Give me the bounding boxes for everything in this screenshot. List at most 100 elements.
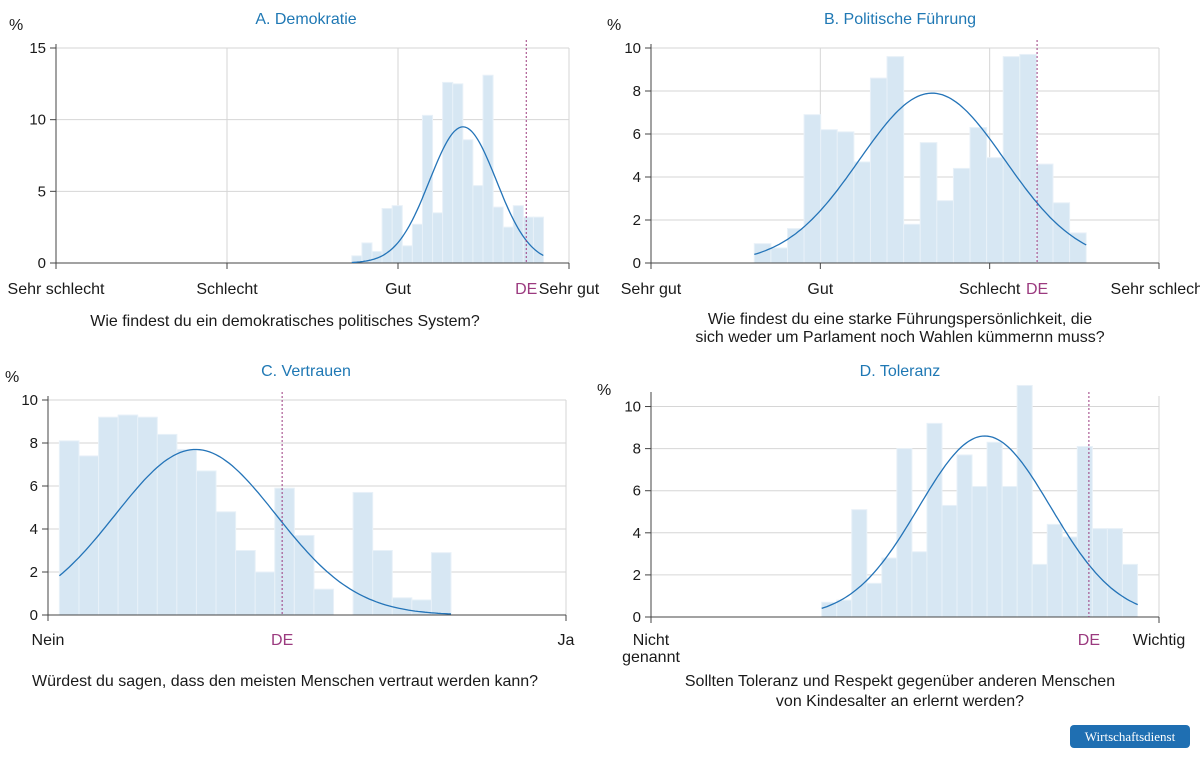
x-tick-label: Sehr gut xyxy=(539,281,600,298)
histogram-bar xyxy=(869,77,888,264)
histogram-bar xyxy=(836,599,853,618)
histogram-bar xyxy=(911,551,928,618)
histogram-bar xyxy=(866,582,883,618)
histogram-bar xyxy=(971,486,988,618)
x-tick-label: Ja xyxy=(558,632,575,649)
y-tick-label: 2 xyxy=(633,212,641,229)
chart-title: D. Toleranz xyxy=(860,363,941,380)
histogram-bar xyxy=(853,161,871,264)
histogram-bar xyxy=(886,56,905,264)
panel-a: 0 5 10 15 Sehr schlecht Schlecht Gut Sehr gutDE… xyxy=(8,11,600,330)
histogram-bar xyxy=(1106,528,1123,618)
histogram-bar xyxy=(254,571,276,616)
histogram-bar xyxy=(986,157,1004,264)
de-label: DE xyxy=(1026,281,1048,298)
histogram-bar xyxy=(235,550,256,616)
histogram-bar xyxy=(401,245,413,264)
normal-curve xyxy=(351,126,544,264)
x-tick-label: Sehr schlecht xyxy=(8,281,105,298)
histogram-bar xyxy=(926,422,943,618)
histogram-bar xyxy=(1035,163,1054,264)
x-tick-label: Schlecht xyxy=(196,281,258,298)
panel-c: 0 2 4 6 8 10 Nein Ja DE C. Vertrauen% Würdest du s… xyxy=(5,363,575,690)
histogram-bar xyxy=(98,416,119,616)
histogram-bar xyxy=(952,167,971,264)
histogram-bar xyxy=(532,216,545,264)
y-tick-label: 4 xyxy=(633,169,641,186)
histogram-bar xyxy=(421,114,434,264)
y-tick-label: 10 xyxy=(624,399,641,416)
y-tick-label: 10 xyxy=(29,112,46,129)
histogram-bar xyxy=(391,597,413,616)
histogram-bar xyxy=(1091,528,1108,618)
x-tick-label: Schlecht xyxy=(959,281,1021,298)
histogram-bar xyxy=(176,448,197,616)
y-unit-label: % xyxy=(607,17,621,34)
histogram-bar xyxy=(58,440,80,616)
x-tick-label: Nicht xyxy=(633,632,670,649)
y-tick-label: 2 xyxy=(633,567,641,584)
histogram-bar xyxy=(432,212,444,264)
de-label: DE xyxy=(1078,632,1100,649)
normal-curve xyxy=(821,435,1138,610)
histogram-bar xyxy=(156,433,178,616)
histogram-bar xyxy=(1069,232,1087,264)
histogram-bar xyxy=(430,552,452,616)
chart-title: C. Vertrauen xyxy=(261,363,351,380)
question-text: sich weder um Parlament noch Wahlen kümm… xyxy=(695,329,1104,346)
histogram-bar xyxy=(836,131,855,264)
y-unit-label: % xyxy=(5,369,19,386)
histogram-bar xyxy=(1076,446,1093,618)
histogram-bar xyxy=(770,247,788,264)
histogram-bar xyxy=(881,557,898,618)
histogram-bar xyxy=(1031,563,1048,618)
histogram-bar xyxy=(1016,384,1033,618)
normal-curve xyxy=(754,92,1087,256)
x-tick-label: Gut xyxy=(385,281,411,298)
histogram-bar xyxy=(896,448,913,618)
histogram-bar xyxy=(903,223,921,264)
histogram-bar xyxy=(452,83,464,264)
y-tick-label: 6 xyxy=(30,478,38,495)
histogram-bar xyxy=(442,81,454,264)
histogram-bar xyxy=(851,509,868,618)
histogram-bar xyxy=(522,216,534,264)
histogram-bar xyxy=(472,185,484,264)
y-tick-label: 5 xyxy=(38,183,46,200)
de-label: DE xyxy=(271,632,293,649)
histogram-bar xyxy=(195,470,217,616)
histogram-bar xyxy=(803,114,822,264)
x-tick-label: Sehr gut xyxy=(621,281,682,298)
y-tick-label: 15 xyxy=(29,40,46,57)
y-tick-label: 0 xyxy=(30,607,38,624)
y-tick-label: 8 xyxy=(633,441,641,458)
histogram-bar xyxy=(117,414,139,616)
histogram-bar xyxy=(293,534,315,616)
x-tick-label: Gut xyxy=(807,281,833,298)
histogram-bar xyxy=(411,223,423,264)
histogram-bar xyxy=(313,588,335,616)
histogram-bar xyxy=(492,206,504,264)
chart-title: B. Politische Führung xyxy=(824,11,976,28)
y-unit-label: % xyxy=(597,382,611,399)
histogram-bar xyxy=(215,511,237,616)
y-tick-label: 0 xyxy=(633,609,641,626)
y-tick-label: 6 xyxy=(633,126,641,143)
histogram-bar xyxy=(969,127,988,264)
histogram-bar xyxy=(820,129,838,264)
y-unit-label: % xyxy=(9,17,23,34)
y-tick-label: 10 xyxy=(624,40,641,57)
histogram-bar xyxy=(1046,523,1063,618)
histogram-bar xyxy=(936,200,954,264)
histogram-bar xyxy=(1061,536,1078,618)
normal-curve xyxy=(58,448,452,615)
question-text: von Kindesalter an erlernt werden? xyxy=(776,693,1024,710)
histogram-bar xyxy=(956,454,973,618)
histogram-bar xyxy=(502,226,514,264)
publisher-badge[interactable]: Wirtschaftsdienst xyxy=(1070,725,1190,748)
y-tick-label: 8 xyxy=(633,83,641,100)
histogram-bar xyxy=(1001,486,1018,618)
histogram-bar xyxy=(821,601,838,618)
